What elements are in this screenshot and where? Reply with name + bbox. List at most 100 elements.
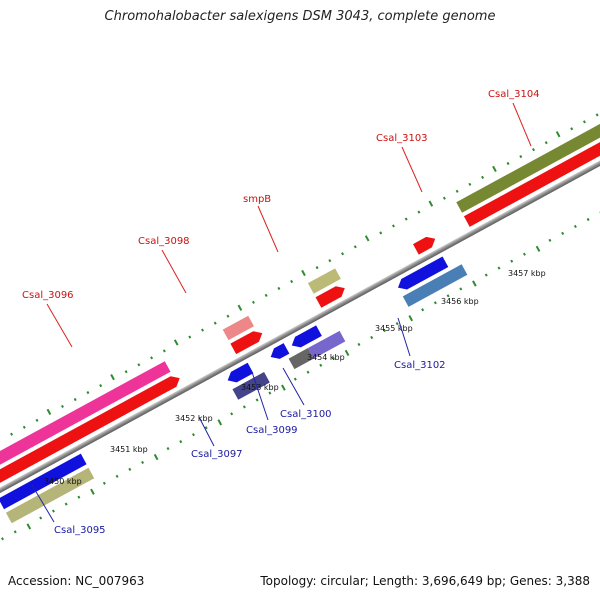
genome-summary-text: Topology: circular; Length: 3,696,649 bp… — [260, 574, 590, 588]
minor-tick — [230, 412, 234, 416]
cds-forward-2 — [230, 331, 263, 355]
kbp-label: 3453 kbp — [241, 383, 279, 392]
minor-tick — [166, 446, 170, 451]
cds-reverse-3 — [270, 343, 290, 359]
minor-tick — [370, 335, 374, 340]
minor-tick — [10, 432, 14, 436]
forward-gene-labels: Csal_3096 Csal_3098 smpB Csal_3103 Csal_… — [22, 89, 540, 301]
minor-tick — [115, 474, 119, 478]
cds-reverse-5 — [398, 256, 449, 290]
minor-tick — [455, 189, 459, 193]
major-tick — [26, 523, 32, 530]
minor-tick — [242, 405, 246, 409]
kbp-label: 3451 kbp — [110, 445, 148, 454]
reverse-cds-track — [0, 256, 449, 510]
major-tick — [217, 419, 223, 426]
cds-reverse-4 — [291, 325, 322, 348]
major-tick — [237, 304, 243, 311]
minor-tick — [391, 224, 395, 228]
forward-cds-track — [0, 112, 600, 488]
minor-tick — [544, 141, 548, 145]
major-tick — [364, 235, 370, 242]
reverse-gene-labels: Csal_3095 Csal_3097 Csal_3099 Csal_3100 … — [54, 360, 446, 536]
minor-tick — [548, 238, 552, 242]
gene-csal-3095 — [5, 467, 95, 524]
cds-forward-4 — [413, 236, 436, 255]
minor-tick — [124, 370, 128, 374]
label-csal-3104: Csal_3104 — [488, 89, 540, 100]
minor-tick — [13, 530, 17, 534]
minor-tick — [319, 363, 323, 367]
minor-tick — [497, 266, 501, 270]
minor-tick — [561, 231, 565, 235]
cds-reverse-1 — [0, 453, 87, 510]
label-csal-3097: Csal_3097 — [191, 449, 243, 460]
inner-tick-ring — [1, 210, 600, 541]
minor-tick — [290, 279, 294, 284]
cds-forward-3 — [315, 286, 345, 308]
minor-tick — [137, 363, 141, 367]
minor-tick — [459, 287, 463, 291]
gene-csal-3098 — [222, 315, 254, 341]
major-tick — [428, 200, 434, 207]
minor-tick — [102, 481, 106, 485]
major-tick — [90, 488, 95, 495]
major-tick — [281, 384, 286, 391]
major-tick — [301, 269, 306, 277]
label-csal-3099: Csal_3099 — [246, 425, 298, 436]
gene-csal-3096 — [0, 361, 171, 474]
major-tick — [472, 280, 477, 287]
minor-tick — [484, 273, 488, 277]
kbp-label: 3455 kbp — [375, 324, 413, 333]
kbp-labels: 3450 kbp 3451 kbp 3452 kbp 3453 kbp 3454… — [44, 269, 546, 486]
minor-tick — [442, 196, 446, 200]
gene-csal-3100 — [307, 330, 346, 359]
minor-tick — [213, 321, 217, 325]
minor-tick — [328, 259, 332, 263]
minor-tick — [595, 113, 599, 117]
minor-tick — [179, 440, 183, 444]
gene-csal-3104 — [456, 98, 600, 213]
cds-forward-5 — [463, 112, 600, 227]
label-connectors — [31, 102, 532, 523]
minor-tick — [522, 252, 526, 256]
minor-tick — [264, 293, 268, 297]
minor-tick — [510, 259, 514, 263]
major-tick — [535, 245, 541, 252]
major-tick — [344, 349, 350, 357]
major-tick — [408, 315, 414, 322]
minor-tick — [51, 509, 55, 513]
minor-tick — [268, 391, 272, 395]
minor-tick — [481, 175, 485, 179]
outer-tick-ring — [0, 113, 599, 443]
major-tick — [46, 408, 52, 415]
label-csal-3100: Csal_3100 — [280, 409, 332, 420]
gene-csal-3102 — [402, 264, 468, 307]
major-tick — [492, 165, 497, 173]
minor-tick — [35, 418, 39, 422]
minor-tick — [570, 127, 574, 131]
label-csal-3095: Csal_3095 — [54, 525, 106, 536]
minor-tick — [446, 294, 450, 298]
label-csal-3102: Csal_3102 — [394, 360, 446, 371]
kbp-label: 3450 kbp — [44, 477, 82, 486]
minor-tick — [255, 398, 259, 402]
minor-tick — [188, 335, 192, 339]
minor-tick — [332, 356, 335, 360]
kbp-label: 3454 kbp — [307, 353, 345, 362]
minor-tick — [39, 516, 43, 520]
minor-tick — [357, 342, 361, 347]
minor-tick — [433, 301, 437, 305]
label-csal-3098: Csal_3098 — [138, 236, 190, 247]
reverse-gene-track — [5, 264, 468, 524]
kbp-label: 3457 kbp — [508, 269, 546, 278]
minor-tick — [379, 231, 383, 235]
minor-tick — [586, 217, 590, 222]
minor-tick — [73, 397, 77, 402]
kbp-label: 3456 kbp — [441, 297, 479, 306]
minor-tick — [191, 433, 195, 437]
minor-tick — [506, 161, 510, 166]
minor-tick — [226, 314, 230, 318]
cds-forward-1 — [0, 376, 180, 488]
